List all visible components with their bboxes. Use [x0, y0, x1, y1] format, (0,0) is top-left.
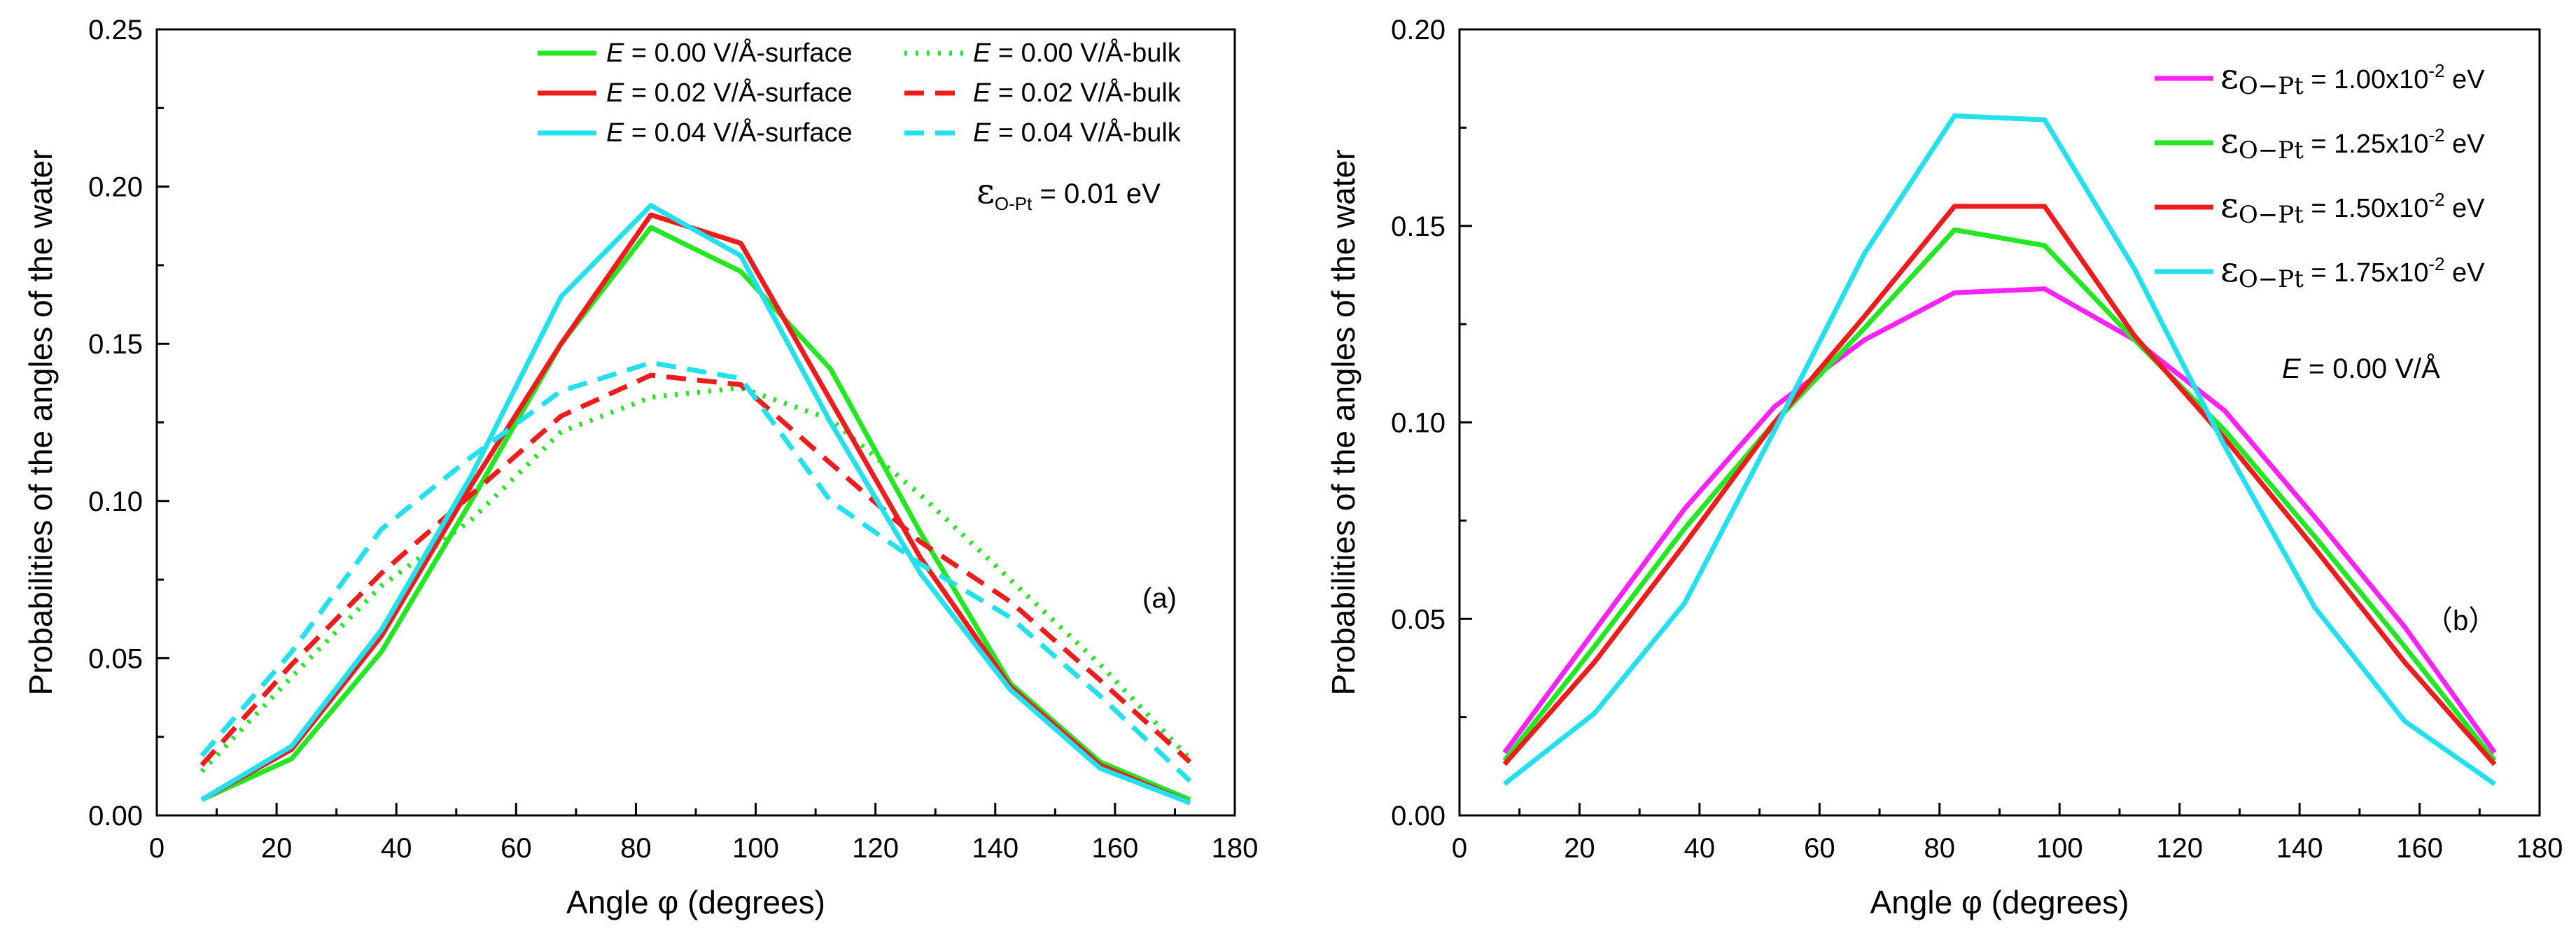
x-tick-label: 80	[620, 833, 652, 864]
x-tick-label: 120	[2156, 833, 2203, 864]
y-tick-label: 0.00	[88, 801, 143, 832]
epsilon-annotation: εO-Pt = 0.01 eV	[976, 171, 1161, 214]
series-line-6	[200, 360, 1192, 783]
chart-panel-b: 0 20 40 60 80 100 120 140 160 180 0.00 0.05 0.10 0.15…	[1325, 15, 2563, 920]
series-line-4	[1503, 113, 2496, 786]
series-group	[200, 203, 1192, 806]
x-tick-label: 160	[2396, 833, 2443, 864]
y-axis-title: Probabilities of the angles of the water	[22, 150, 59, 696]
x-tick-label: 140	[2276, 833, 2323, 864]
series-line-2	[1502, 227, 2497, 762]
legend-label: E = 0.00 V/Å-bulk	[973, 37, 1182, 68]
series-line-1	[1502, 286, 2497, 755]
y-tick-label: 0.00	[1391, 801, 1446, 832]
y-tick-label: 0.15	[88, 329, 143, 360]
x-tick-label: 60	[1804, 833, 1835, 864]
x-tick-label: 40	[381, 833, 412, 864]
x-tick-label: 140	[972, 833, 1018, 864]
x-tick-label: 0	[149, 833, 164, 864]
y-tick-label: 0.05	[1391, 604, 1446, 635]
panel-label: （b）	[2425, 605, 2496, 636]
x-tick-label: 100	[2036, 833, 2083, 864]
series-line-2	[200, 385, 1192, 773]
legend-label: E = 0.04 V/Å-bulk	[973, 117, 1182, 148]
y-tick-label: 0.05	[88, 643, 143, 674]
x-tick-label: 180	[2516, 833, 2563, 864]
legend-label: E = 0.00 V/Å-surface	[606, 37, 853, 68]
panel-label: (a)	[1142, 583, 1177, 614]
x-tick-label: 100	[732, 833, 779, 864]
series-line-4	[200, 372, 1192, 767]
x-tick-label: 60	[500, 833, 532, 864]
y-tick-label: 0.20	[1391, 15, 1446, 45]
x-tick-label: 160	[1092, 833, 1139, 864]
y-tick-label: 0.25	[88, 15, 143, 45]
x-axis-title: Angle φ (degrees)	[566, 884, 825, 920]
x-tick-label: 20	[1564, 833, 1595, 864]
x-tick-label: 120	[852, 833, 899, 864]
y-tick-label: 0.20	[88, 172, 143, 203]
chart-panel-a: 0 20 40 60 80 100 120 140 160 180 0.00 0.05 0.10 0.15…	[22, 15, 1258, 920]
legend-label: E = 0.02 V/Å-surface	[606, 77, 853, 108]
y-axis-title: Probabilities of the angles of the water	[1325, 150, 1362, 696]
x-tick-label: 180	[1212, 833, 1259, 864]
series-line-3	[1502, 204, 2497, 766]
legend-label: E = 0.02 V/Å-bulk	[973, 77, 1182, 108]
series-line-5	[200, 203, 1191, 806]
series-group	[1502, 113, 2497, 786]
legend-label: E = 0.04 V/Å-surface	[606, 117, 853, 148]
legend-label: εO−Pt = 1.50x10-2 eV	[2220, 185, 2485, 229]
y-tick-label: 0.15	[1391, 211, 1446, 242]
field-annotation: E = 0.00 V/Å	[2282, 353, 2440, 384]
legend-label: εO−Pt = 1.75x10-2 eV	[2220, 249, 2485, 293]
y-tick-label: 0.10	[1391, 408, 1446, 439]
x-tick-label: 20	[261, 833, 293, 864]
x-tick-label: 40	[1684, 833, 1716, 864]
x-tick-label: 0	[1452, 833, 1467, 864]
legend-label: εO−Pt = 1.25x10-2 eV	[2220, 120, 2485, 164]
y-tick-label: 0.10	[88, 486, 143, 517]
x-tick-label: 80	[1924, 833, 1956, 864]
x-axis-title: Angle φ (degrees)	[1870, 884, 2129, 920]
legend-label: εO−Pt = 1.00x10-2 eV	[2220, 56, 2485, 100]
